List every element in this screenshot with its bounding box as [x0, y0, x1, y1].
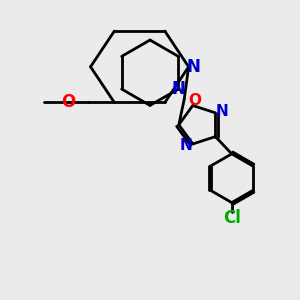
- Text: N: N: [216, 104, 228, 119]
- Text: O: O: [188, 93, 201, 108]
- Text: N: N: [186, 58, 200, 76]
- Text: Cl: Cl: [223, 209, 241, 227]
- Text: O: O: [61, 93, 75, 111]
- Text: N: N: [180, 138, 193, 153]
- Text: N: N: [171, 80, 185, 98]
